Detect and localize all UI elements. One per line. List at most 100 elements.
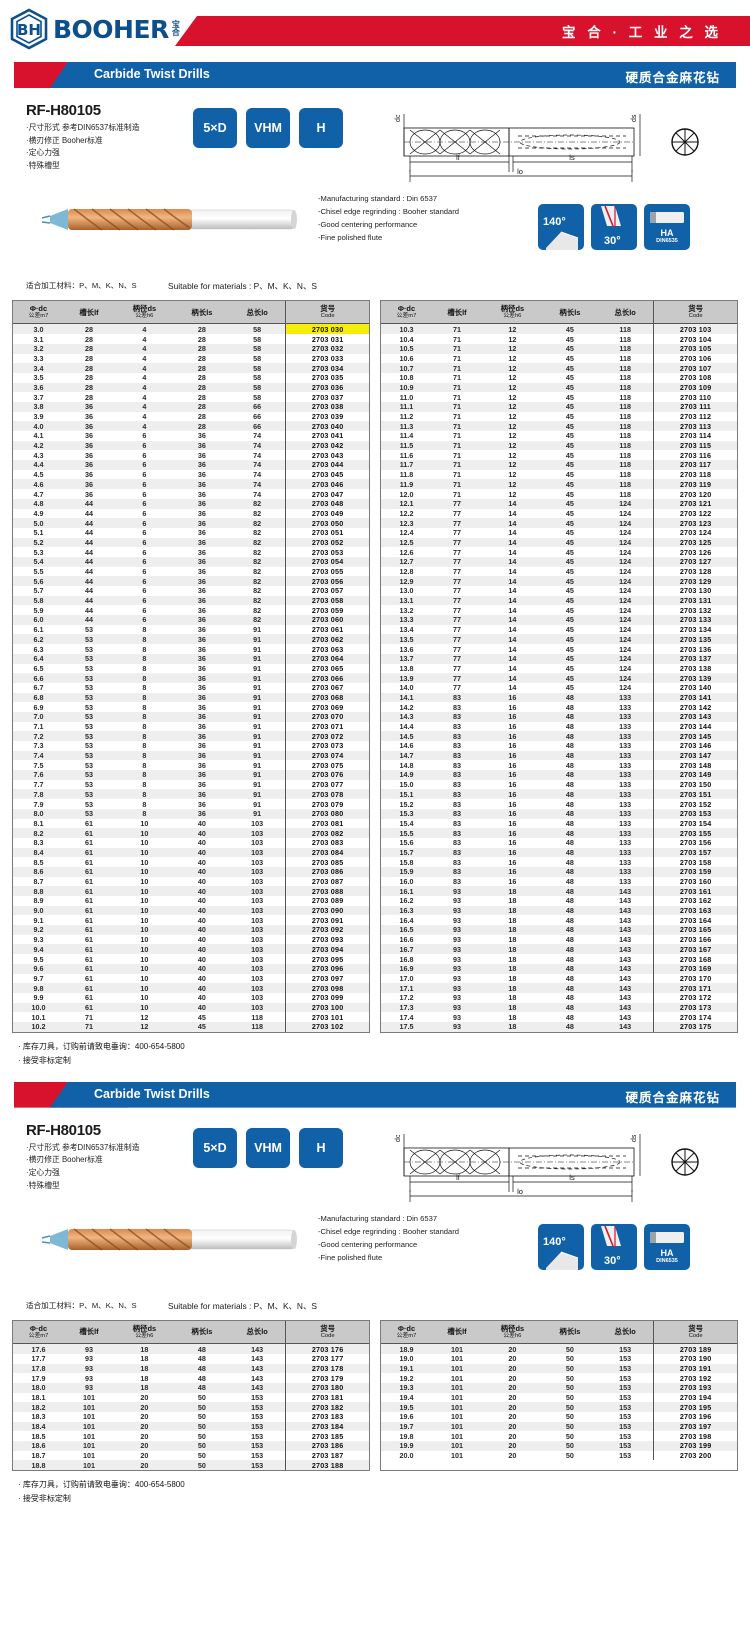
table-row[interactable]: 18.4 101 20 50 153 2703 184 — [13, 1421, 369, 1432]
table-row[interactable]: 17.4 93 18 48 143 2703 174 — [381, 1012, 737, 1022]
table-row[interactable]: 4.2 36 6 36 74 2703 042 — [13, 440, 369, 451]
table-row[interactable]: 6.4 53 8 36 91 2703 064 — [13, 653, 369, 664]
table-row[interactable]: 5.0 44 6 36 82 2703 050 — [13, 518, 369, 528]
table-row[interactable]: 12.0 71 12 45 118 2703 120 — [381, 489, 737, 499]
table-row[interactable]: 8.4 61 10 40 103 2703 084 — [13, 847, 369, 858]
table-row[interactable]: 3.4 28 4 28 58 2703 034 — [13, 363, 369, 373]
table-row[interactable]: 9.3 61 10 40 103 2703 093 — [13, 934, 369, 945]
table-row[interactable]: 16.1 93 18 48 143 2703 161 — [381, 886, 737, 897]
table-row[interactable]: 14.9 83 16 48 133 2703 149 — [381, 770, 737, 780]
table-row[interactable]: 4.4 36 6 36 74 2703 044 — [13, 460, 369, 470]
table-row[interactable]: 7.0 53 8 36 91 2703 070 — [13, 711, 369, 722]
table-row[interactable]: 12.6 77 14 45 124 2703 126 — [381, 547, 737, 557]
table-row[interactable]: 5.4 44 6 36 82 2703 054 — [13, 556, 369, 567]
table-row[interactable]: 17.5 93 18 48 143 2703 175 — [381, 1021, 737, 1032]
table-row[interactable]: 16.9 93 18 48 143 2703 169 — [381, 963, 737, 974]
table-row[interactable]: 11.3 71 12 45 118 2703 113 — [381, 421, 737, 432]
table-row[interactable]: 7.5 53 8 36 91 2703 075 — [13, 760, 369, 771]
table-row[interactable]: 5.2 44 6 36 82 2703 052 — [13, 537, 369, 548]
table-row[interactable]: 19.7 101 20 50 153 2703 197 — [381, 1421, 737, 1432]
table-row[interactable]: 19.0 101 20 50 153 2703 190 — [381, 1353, 737, 1364]
table-row[interactable]: 7.3 53 8 36 91 2703 073 — [13, 741, 369, 751]
table-row[interactable]: 13.8 77 14 45 124 2703 138 — [381, 663, 737, 674]
table-row[interactable]: 16.7 93 18 48 143 2703 167 — [381, 944, 737, 955]
table-row[interactable]: 9.5 61 10 40 103 2703 095 — [13, 954, 369, 964]
table-row[interactable]: 8.1 61 10 40 103 2703 081 — [13, 818, 369, 829]
table-row[interactable]: 16.5 93 18 48 143 2703 165 — [381, 925, 737, 935]
table-row[interactable]: 12.3 77 14 45 124 2703 123 — [381, 518, 737, 528]
table-row[interactable]: 12.5 77 14 45 124 2703 125 — [381, 537, 737, 548]
table-row[interactable]: 18.8 101 20 50 153 2703 188 — [13, 1460, 369, 1471]
table-row[interactable]: 8.3 61 10 40 103 2703 083 — [13, 837, 369, 848]
table-row[interactable]: 10.0 61 10 40 103 2703 100 — [13, 1002, 369, 1013]
table-row[interactable]: 6.9 53 8 36 91 2703 069 — [13, 702, 369, 712]
table-row[interactable]: 6.7 53 8 36 91 2703 067 — [13, 682, 369, 693]
table-row[interactable]: 7.1 53 8 36 91 2703 071 — [13, 721, 369, 732]
table-row[interactable]: 7.4 53 8 36 91 2703 074 — [13, 750, 369, 761]
table-row[interactable]: 6.2 53 8 36 91 2703 062 — [13, 634, 369, 645]
table-row[interactable]: 19.2 101 20 50 153 2703 192 — [381, 1373, 737, 1383]
table-row[interactable]: 19.5 101 20 50 153 2703 195 — [381, 1402, 737, 1412]
table-row[interactable]: 6.1 53 8 36 91 2703 061 — [13, 624, 369, 635]
table-row[interactable]: 5.9 44 6 36 82 2703 059 — [13, 605, 369, 616]
table-row[interactable]: 9.8 61 10 40 103 2703 098 — [13, 983, 369, 993]
table-row[interactable]: 15.1 83 16 48 133 2703 151 — [381, 789, 737, 800]
table-row[interactable]: 19.1 101 20 50 153 2703 191 — [381, 1363, 737, 1374]
table-row[interactable]: 13.6 77 14 45 124 2703 136 — [381, 644, 737, 654]
table-row[interactable]: 9.2 61 10 40 103 2703 092 — [13, 925, 369, 935]
table-row[interactable]: 14.5 83 16 48 133 2703 145 — [381, 731, 737, 742]
table-row[interactable]: 10.3 71 12 45 118 2703 103 — [381, 323, 737, 335]
table-row[interactable]: 4.9 44 6 36 82 2703 049 — [13, 508, 369, 519]
table-row[interactable]: 17.0 93 18 48 143 2703 170 — [381, 973, 737, 984]
table-row[interactable]: 14.4 83 16 48 133 2703 144 — [381, 721, 737, 732]
table-row[interactable]: 9.9 61 10 40 103 2703 099 — [13, 992, 369, 1003]
table-row[interactable]: 11.2 71 12 45 118 2703 112 — [381, 411, 737, 422]
table-row[interactable]: 19.6 101 20 50 153 2703 196 — [381, 1411, 737, 1422]
table-row[interactable]: 15.3 83 16 48 133 2703 153 — [381, 808, 737, 819]
table-row[interactable]: 18.6 101 20 50 153 2703 186 — [13, 1441, 369, 1451]
table-row[interactable]: 8.7 61 10 40 103 2703 087 — [13, 876, 369, 887]
table-row[interactable]: 3.5 28 4 28 58 2703 035 — [13, 372, 369, 383]
table-row[interactable]: 14.6 83 16 48 133 2703 146 — [381, 741, 737, 751]
table-row[interactable]: 11.7 71 12 45 118 2703 117 — [381, 460, 737, 470]
table-row[interactable]: 6.6 53 8 36 91 2703 066 — [13, 673, 369, 683]
table-row[interactable]: 16.4 93 18 48 143 2703 164 — [381, 915, 737, 926]
table-row[interactable]: 17.2 93 18 48 143 2703 172 — [381, 992, 737, 1003]
table-row[interactable]: 16.3 93 18 48 143 2703 163 — [381, 905, 737, 916]
table-row[interactable]: 15.6 83 16 48 133 2703 156 — [381, 837, 737, 848]
table-row[interactable]: 17.7 93 18 48 143 2703 177 — [13, 1353, 369, 1364]
table-row[interactable]: 15.8 83 16 48 133 2703 158 — [381, 857, 737, 867]
table-row[interactable]: 19.8 101 20 50 153 2703 198 — [381, 1431, 737, 1442]
table-row[interactable]: 15.7 83 16 48 133 2703 157 — [381, 847, 737, 858]
table-row[interactable]: 13.3 77 14 45 124 2703 133 — [381, 615, 737, 625]
table-row[interactable]: 4.8 44 6 36 82 2703 048 — [13, 498, 369, 509]
table-row[interactable]: 5.6 44 6 36 82 2703 056 — [13, 576, 369, 587]
table-row[interactable]: 13.0 77 14 45 124 2703 130 — [381, 586, 737, 596]
table-row[interactable]: 18.2 101 20 50 153 2703 182 — [13, 1402, 369, 1412]
table-row[interactable]: 7.7 53 8 36 91 2703 077 — [13, 779, 369, 790]
table-row[interactable]: 5.7 44 6 36 82 2703 057 — [13, 586, 369, 596]
table-row[interactable]: 15.9 83 16 48 133 2703 159 — [381, 866, 737, 877]
table-row[interactable]: 18.3 101 20 50 153 2703 183 — [13, 1411, 369, 1422]
table-row[interactable]: 18.7 101 20 50 153 2703 187 — [13, 1450, 369, 1461]
table-row[interactable]: 7.8 53 8 36 91 2703 078 — [13, 789, 369, 800]
table-row[interactable]: 3.9 36 4 28 66 2703 039 — [13, 411, 369, 422]
table-row[interactable]: 5.8 44 6 36 82 2703 058 — [13, 595, 369, 606]
table-row[interactable]: 8.9 61 10 40 103 2703 089 — [13, 896, 369, 906]
table-row[interactable]: 11.9 71 12 45 118 2703 119 — [381, 479, 737, 490]
table-row[interactable]: 3.2 28 4 28 58 2703 032 — [13, 343, 369, 354]
table-row[interactable]: 4.3 36 6 36 74 2703 043 — [13, 450, 369, 461]
table-row[interactable]: 4.7 36 6 36 74 2703 047 — [13, 489, 369, 499]
table-row[interactable]: 16.2 93 18 48 143 2703 162 — [381, 896, 737, 906]
table-row[interactable]: 16.8 93 18 48 143 2703 168 — [381, 954, 737, 964]
table-row[interactable]: 18.1 101 20 50 153 2703 181 — [13, 1392, 369, 1403]
table-row[interactable]: 10.7 71 12 45 118 2703 107 — [381, 363, 737, 373]
table-row[interactable]: 18.0 93 18 48 143 2703 180 — [13, 1382, 369, 1393]
table-row[interactable]: 3.1 28 4 28 58 2703 031 — [13, 334, 369, 344]
table-row[interactable]: 8.6 61 10 40 103 2703 086 — [13, 866, 369, 877]
table-row[interactable]: 14.2 83 16 48 133 2703 142 — [381, 702, 737, 712]
table-row[interactable]: 3.3 28 4 28 58 2703 033 — [13, 353, 369, 364]
table-row[interactable]: 7.9 53 8 36 91 2703 079 — [13, 799, 369, 809]
table-row[interactable]: 8.5 61 10 40 103 2703 085 — [13, 857, 369, 867]
table-row[interactable]: 8.2 61 10 40 103 2703 082 — [13, 828, 369, 838]
